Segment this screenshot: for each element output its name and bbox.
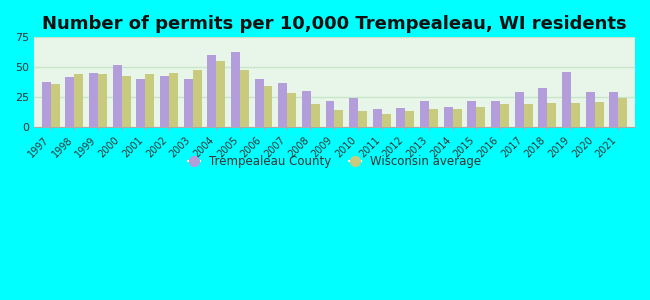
Bar — [169, 73, 178, 127]
Bar — [207, 55, 216, 127]
Bar — [98, 74, 107, 127]
Bar — [571, 103, 580, 127]
Bar — [547, 103, 556, 127]
Bar — [467, 100, 476, 127]
Bar — [500, 104, 509, 127]
Bar — [396, 108, 406, 127]
Bar — [476, 106, 486, 127]
Bar — [491, 100, 500, 127]
Bar — [287, 94, 296, 127]
Bar — [538, 88, 547, 127]
Bar — [610, 92, 618, 127]
Bar — [51, 84, 60, 127]
Bar — [373, 109, 382, 127]
Bar — [42, 82, 51, 127]
Bar — [160, 76, 169, 127]
Bar — [595, 102, 604, 127]
Bar — [515, 92, 524, 127]
Bar — [429, 109, 438, 127]
Bar — [335, 110, 343, 127]
Bar — [382, 114, 391, 127]
Bar — [444, 106, 453, 127]
Bar — [65, 77, 74, 127]
Bar — [453, 109, 461, 127]
Title: Number of permits per 10,000 Trempealeau, WI residents: Number of permits per 10,000 Trempealeau… — [42, 15, 627, 33]
Bar — [586, 92, 595, 127]
Bar — [136, 79, 145, 127]
Bar — [183, 79, 192, 127]
Bar — [618, 98, 627, 127]
Bar — [255, 79, 263, 127]
Bar — [278, 83, 287, 127]
Bar — [74, 74, 83, 127]
Bar — [231, 52, 240, 127]
Bar — [326, 100, 335, 127]
Bar — [240, 70, 249, 127]
Bar — [112, 65, 122, 127]
Bar — [562, 72, 571, 127]
Bar — [192, 70, 202, 127]
Bar — [302, 91, 311, 127]
Bar — [349, 98, 358, 127]
Bar — [216, 61, 225, 127]
Bar — [358, 111, 367, 127]
Bar — [420, 100, 429, 127]
Bar — [524, 104, 533, 127]
Bar — [311, 104, 320, 127]
Legend: Trempealeau County, Wisconsin average: Trempealeau County, Wisconsin average — [183, 151, 486, 173]
Bar — [406, 111, 415, 127]
Bar — [263, 86, 272, 127]
Bar — [89, 73, 98, 127]
Bar — [122, 76, 131, 127]
Bar — [145, 74, 154, 127]
